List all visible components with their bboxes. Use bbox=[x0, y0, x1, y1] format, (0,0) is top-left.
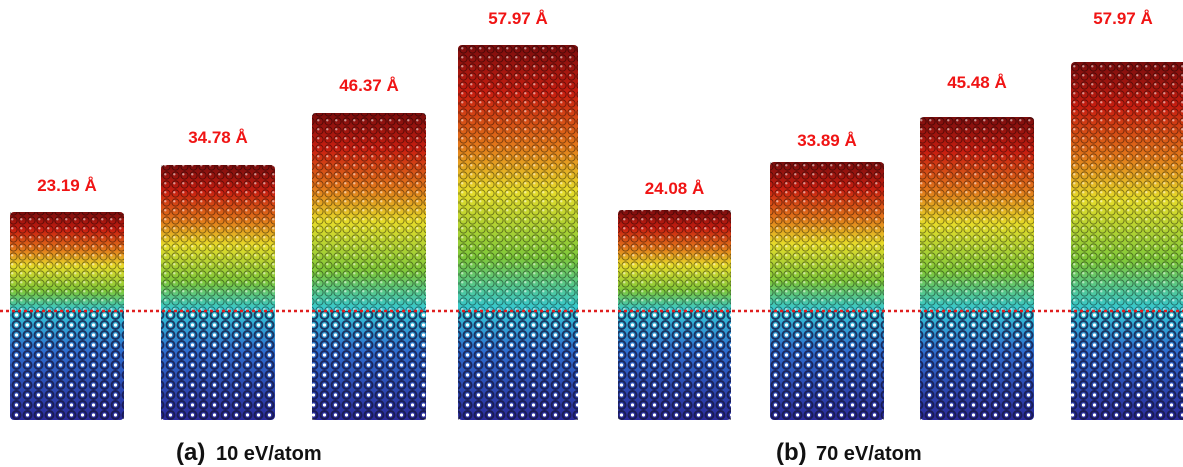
substrate-lattice bbox=[10, 311, 124, 420]
deposited-atoms bbox=[458, 45, 578, 311]
deposited-atoms bbox=[770, 162, 884, 311]
substrate-lattice bbox=[312, 311, 426, 420]
deposited-atoms bbox=[312, 113, 426, 311]
page: 23.19 Å 34.78 Å 46.37 Å 57.97 Å 24.08 Å 33.89… bbox=[0, 0, 1183, 467]
substrate-lattice bbox=[1071, 311, 1183, 420]
thickness-label: 34.78 Å bbox=[188, 128, 248, 147]
atom-column bbox=[1071, 62, 1183, 420]
atom-column bbox=[312, 113, 426, 420]
panel-label: (b) bbox=[776, 439, 807, 466]
atom-column bbox=[10, 212, 124, 420]
thickness-label: 33.89 Å bbox=[797, 131, 857, 150]
atom-column bbox=[920, 117, 1034, 420]
thickness-label: 45.48 Å bbox=[947, 73, 1007, 92]
substrate-lattice bbox=[770, 311, 884, 420]
deposited-atoms bbox=[1071, 62, 1183, 311]
thickness-label: 57.97 Å bbox=[1093, 9, 1153, 28]
thickness-label: 57.97 Å bbox=[488, 9, 548, 28]
figure: 23.19 Å 34.78 Å 46.37 Å 57.97 Å 24.08 Å 33.89… bbox=[0, 0, 1183, 467]
panel-energy: 70 eV/atom bbox=[816, 443, 922, 465]
panel-label: (a) bbox=[176, 439, 205, 466]
panel-energy: 10 eV/atom bbox=[216, 443, 322, 465]
substrate-lattice bbox=[920, 311, 1034, 420]
atom-column bbox=[458, 45, 578, 420]
substrate-lattice bbox=[161, 311, 275, 420]
substrate-lattice bbox=[458, 311, 578, 420]
thickness-label: 46.37 Å bbox=[339, 76, 399, 95]
thickness-label: 24.08 Å bbox=[645, 179, 705, 198]
deposited-atoms bbox=[161, 165, 275, 311]
deposited-atoms bbox=[920, 117, 1034, 311]
substrate-lattice bbox=[618, 311, 731, 420]
deposited-atoms bbox=[618, 210, 731, 311]
thickness-label: 23.19 Å bbox=[37, 176, 97, 195]
atom-column bbox=[161, 165, 275, 420]
columns: 23.19 Å 34.78 Å 46.37 Å 57.97 Å 24.08 Å 33.89… bbox=[10, 9, 1183, 420]
atom-column bbox=[618, 210, 731, 420]
atom-column bbox=[770, 162, 884, 420]
deposited-atoms bbox=[10, 212, 124, 311]
